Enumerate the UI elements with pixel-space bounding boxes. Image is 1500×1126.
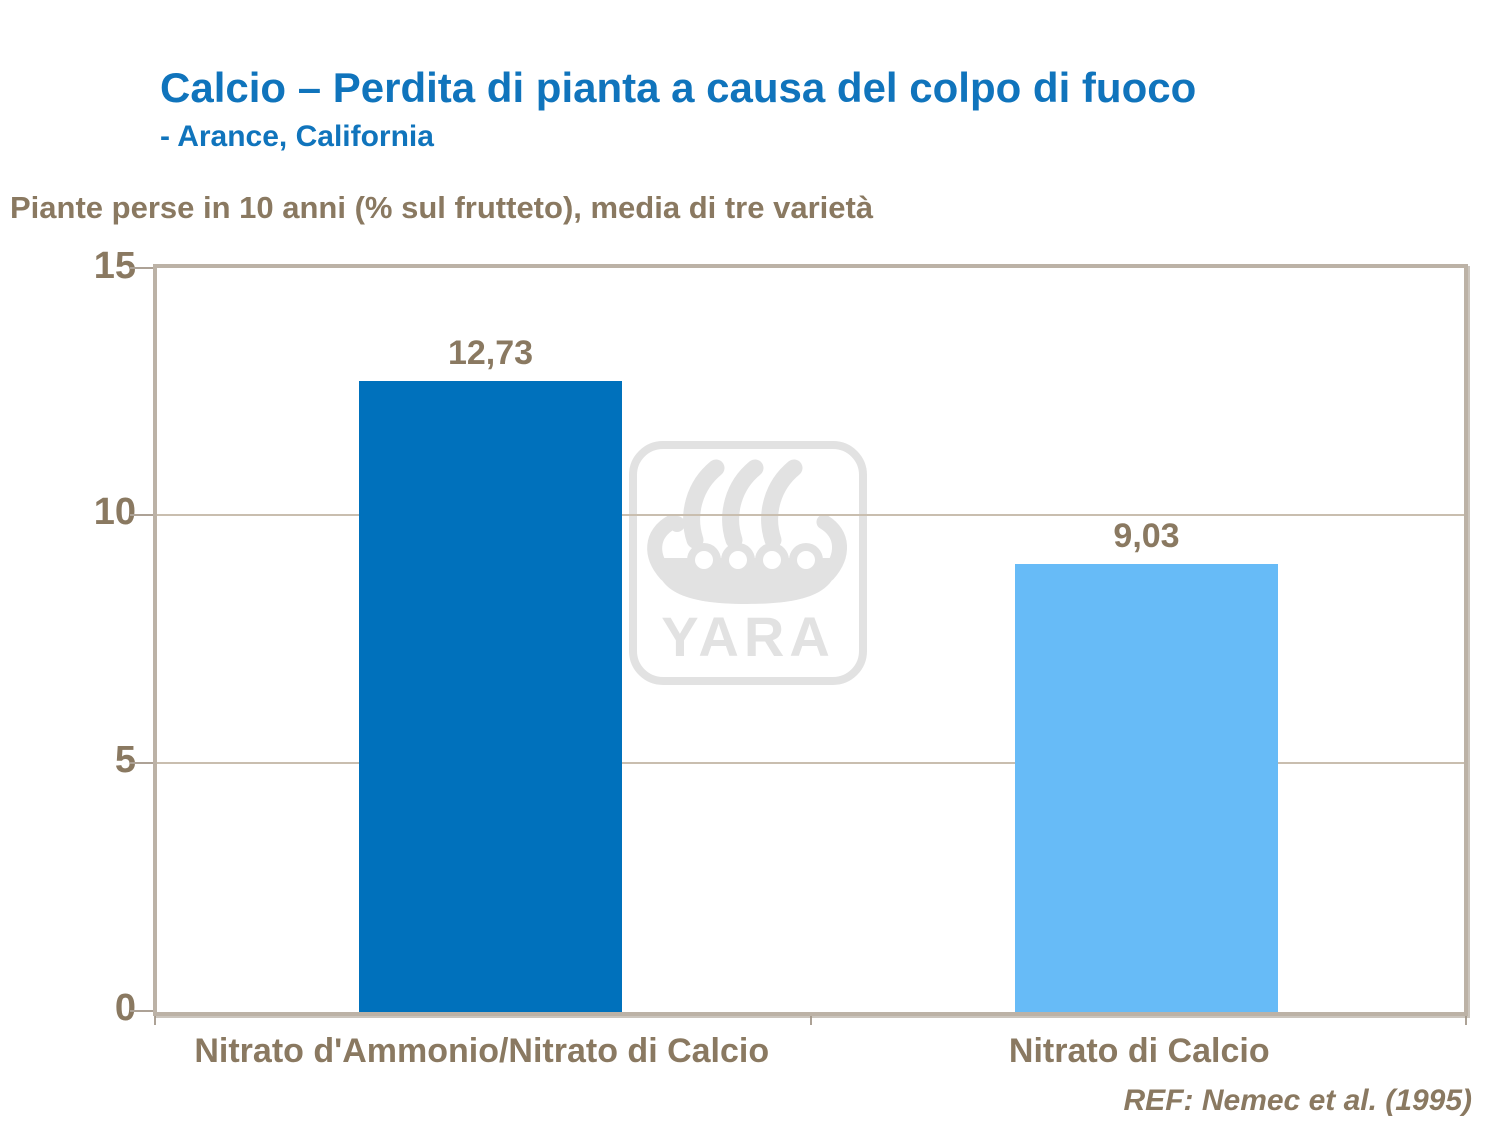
bar-group-nitrato-calcio: 9,03 bbox=[1015, 268, 1278, 1012]
slide-title: Calcio – Perdita di pianta a causa del c… bbox=[160, 64, 1197, 111]
bar-group-nitrato-ammonio-calcio: 12,73 bbox=[359, 268, 622, 1012]
y-tick-label-10: 10 bbox=[93, 490, 136, 533]
y-tick-mark bbox=[130, 267, 154, 269]
slide-subtitle: - Arance, California bbox=[160, 120, 434, 153]
bar-value-label: 9,03 bbox=[1113, 517, 1180, 556]
yara-logo-frame bbox=[629, 441, 867, 685]
x-label-nitrato-calcio: Nitrato di Calcio bbox=[1008, 1032, 1270, 1070]
gridline-10 bbox=[157, 514, 1464, 516]
y-tick-label-15: 15 bbox=[93, 244, 136, 287]
x-axis-labels: Nitrato d'Ammonio/Nitrato di Calcio Nitr… bbox=[153, 1032, 1468, 1071]
bar-nitrato-calcio bbox=[1015, 564, 1278, 1012]
bar-value-label: 12,73 bbox=[447, 333, 534, 372]
x-label-nitrato-ammonio-calcio: Nitrato d'Ammonio/Nitrato di Calcio bbox=[194, 1032, 770, 1070]
y-tick-mark bbox=[130, 514, 154, 516]
x-tick-mark bbox=[810, 1014, 812, 1025]
bar-nitrato-ammonio-calcio bbox=[359, 380, 622, 1012]
x-tick-mark bbox=[154, 1014, 156, 1025]
y-tick-label-0: 0 bbox=[114, 986, 136, 1029]
y-tick-mark bbox=[130, 762, 154, 764]
yara-ship-sails-icon bbox=[683, 459, 803, 549]
y-tick-mark bbox=[130, 1010, 154, 1012]
y-axis-title: Piante perse in 10 anni (% sul frutteto)… bbox=[10, 190, 874, 225]
x-tick-mark bbox=[1465, 1014, 1467, 1025]
yara-wordmark: YARA bbox=[661, 605, 835, 668]
y-tick-label-5: 5 bbox=[114, 738, 136, 781]
yara-logo-watermark: YARA bbox=[629, 441, 867, 685]
gridline-5 bbox=[157, 762, 1464, 764]
plot-area: YARA 12,73 9,03 bbox=[153, 264, 1468, 1016]
reference-citation: REF: Nemec et al. (1995) bbox=[1123, 1084, 1472, 1117]
yara-ship-hull-icon bbox=[647, 514, 847, 604]
